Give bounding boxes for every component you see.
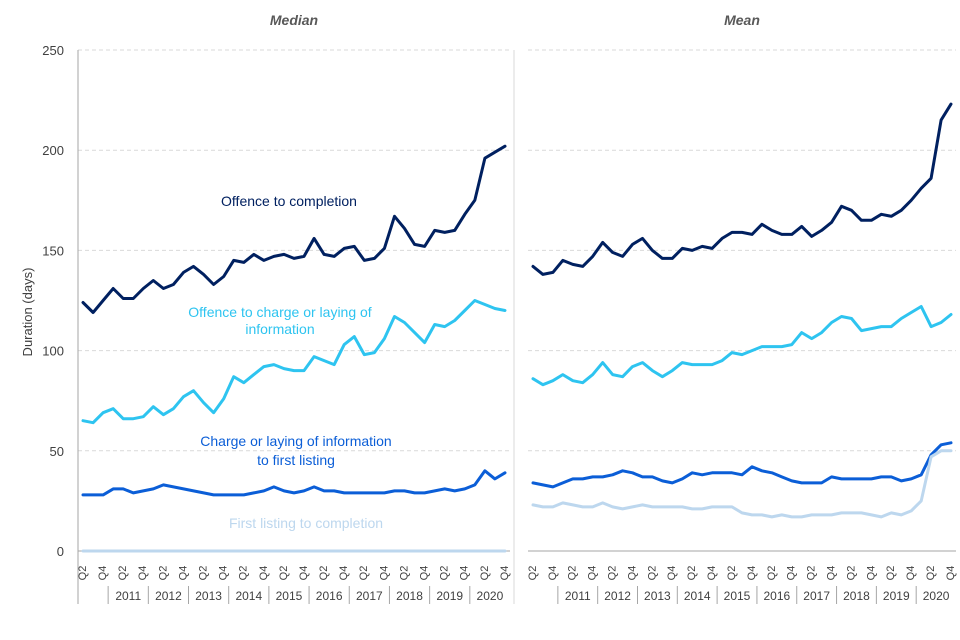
x-year-label: 2014 (684, 589, 711, 603)
x-quarter-label: Q4 (865, 566, 877, 581)
axes (77, 50, 956, 604)
x-quarter-label: Q4 (626, 566, 638, 581)
x-year-label: 2011 (565, 589, 591, 603)
series-line-first-listing-to-completion (531, 449, 953, 519)
x-quarter-label: Q4 (218, 566, 230, 581)
series-annotation: First listing to completion (229, 515, 383, 531)
y-tick-label: 50 (50, 444, 64, 459)
x-quarter-label: Q4 (298, 566, 310, 581)
y-axis-title: Duration (days) (20, 268, 35, 357)
x-quarter-label: Q4 (706, 566, 718, 581)
x-quarter-label: Q2 (439, 566, 451, 581)
x-quarter-label: Q4 (547, 566, 559, 581)
annotation-line: information (245, 321, 314, 337)
x-quarter-label: Q2 (398, 566, 410, 581)
x-quarter-label: Q2 (806, 566, 818, 581)
x-quarter-label: Q4 (459, 566, 471, 581)
x-quarter-label: Q2 (527, 566, 539, 581)
x-quarter-label: Q2 (238, 566, 250, 581)
x-year-label: 2020 (477, 589, 504, 603)
x-quarter-label: Q2 (157, 566, 169, 581)
x-quarter-label: Q4 (786, 566, 798, 581)
x-quarter-label: Q4 (666, 566, 678, 581)
x-quarter-label: Q4 (258, 566, 270, 581)
x-year-label: 2017 (803, 589, 830, 603)
y-tick-label: 100 (42, 344, 64, 359)
annotation-line: Offence to charge or laying of (188, 304, 372, 320)
x-quarter-label: Q4 (746, 566, 758, 581)
series-line-offence-to-completion (531, 102, 953, 276)
x-year-label: 2014 (235, 589, 262, 603)
x-year-label: 2018 (843, 589, 870, 603)
series-annotation: Charge or laying of information to first … (200, 433, 391, 468)
tick-labels: 0 50 100 150 200 250 Median Q2 Q4 Q2 Q4 Q2 Q4 Q2 Q4 Q2 Q… (42, 12, 957, 603)
x-quarter-label: Q2 (607, 566, 619, 581)
panel-title-median: Median (270, 12, 318, 28)
x-year-label: 2016 (763, 589, 790, 603)
x-year-label: 2016 (316, 589, 343, 603)
x-quarter-label: Q2 (197, 566, 209, 581)
x-quarter-label: Q4 (97, 566, 109, 581)
series-annotation: Offence to completion (221, 193, 357, 209)
series-line-offence-to-charge (531, 305, 953, 387)
annotation-line: to first listing (257, 452, 335, 468)
x-year-label: 2019 (883, 589, 910, 603)
annotation-line: Offence to completion (221, 193, 357, 209)
panel-title-mean: Mean (724, 12, 760, 28)
y-tick-label: 0 (57, 544, 64, 559)
series-annotations: Offence to completion Offence to charge o… (188, 193, 391, 531)
x-year-label: 2015 (724, 589, 751, 603)
gridlines (78, 49, 956, 452)
x-quarter-label: Q2 (479, 566, 491, 581)
y-tick-label: 200 (42, 143, 64, 158)
x-quarter-label: Q4 (945, 566, 957, 581)
x-quarter-label: Q2 (885, 566, 897, 581)
x-year-label: 2013 (644, 589, 671, 603)
x-year-label: 2020 (923, 589, 950, 603)
series-annotation: Offence to charge or laying of informatio… (188, 304, 372, 337)
series-lines (81, 102, 953, 553)
x-quarter-label: Q2 (766, 566, 778, 581)
x-quarter-label: Q4 (137, 566, 149, 581)
x-year-label: 2013 (195, 589, 222, 603)
x-quarter-label: Q4 (905, 566, 917, 581)
x-year-label: 2011 (115, 589, 141, 603)
x-quarter-label: Q4 (177, 566, 189, 581)
annotation-line: First listing to completion (229, 515, 383, 531)
x-quarter-label: Q2 (358, 566, 370, 581)
x-quarter-label: Q4 (378, 566, 390, 581)
x-quarter-label: Q2 (925, 566, 937, 581)
annotation-line: Charge or laying of information (200, 433, 391, 449)
y-tick-label: 250 (42, 43, 64, 58)
series-line-offence-to-charge (81, 299, 507, 425)
x-year-label: 2012 (155, 589, 182, 603)
x-quarter-label: Q4 (419, 566, 431, 581)
x-quarter-label: Q2 (646, 566, 658, 581)
x-year-label: 2012 (604, 589, 631, 603)
x-year-label: 2019 (436, 589, 463, 603)
x-quarter-label: Q4 (338, 566, 350, 581)
x-year-label: 2015 (276, 589, 303, 603)
series-line-charge-to-first-listing (531, 441, 953, 489)
x-quarter-label: Q2 (77, 566, 89, 581)
x-quarter-label: Q2 (845, 566, 857, 581)
x-quarter-label: Q2 (686, 566, 698, 581)
x-year-label: 2018 (396, 589, 423, 603)
x-quarter-label: Q2 (726, 566, 738, 581)
x-quarter-label: Q4 (587, 566, 599, 581)
x-quarter-label: Q2 (278, 566, 290, 581)
x-year-label: 2017 (356, 589, 383, 603)
y-tick-label: 150 (42, 243, 64, 258)
series-line-offence-to-completion (81, 144, 507, 314)
x-quarter-label: Q2 (117, 566, 129, 581)
x-quarter-label: Q4 (825, 566, 837, 581)
x-quarter-label: Q2 (567, 566, 579, 581)
series-line-charge-to-first-listing (81, 469, 507, 497)
x-quarter-label: Q2 (318, 566, 330, 581)
x-quarter-label: Q4 (499, 566, 511, 581)
